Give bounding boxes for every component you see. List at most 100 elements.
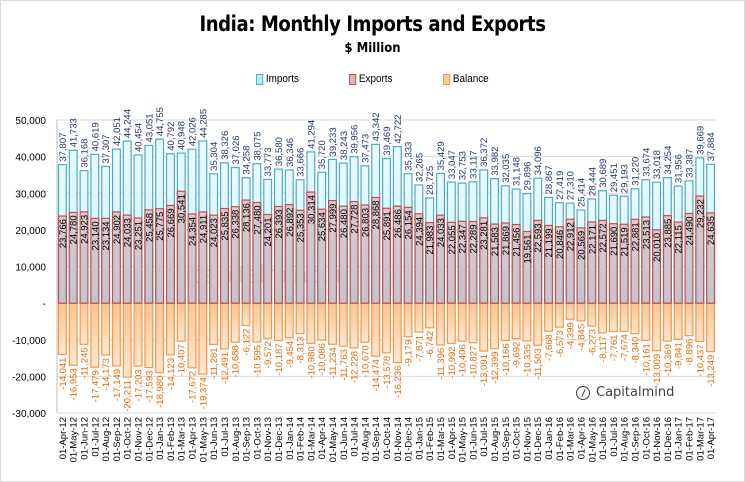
legend-label-imports: Imports [265, 73, 299, 85]
bar-exports [219, 207, 229, 304]
data-label-imports: 37,026 [231, 135, 242, 164]
bar-exports [522, 230, 532, 304]
data-label-imports: 44,285 [198, 109, 209, 138]
data-label-imports: 33,047 [447, 150, 458, 179]
x-tick-label: 01-Sep-15 [501, 417, 512, 461]
bar-exports [79, 211, 89, 304]
legend-swatch-exports [349, 73, 357, 85]
data-label-exports: 21,199 [544, 228, 555, 257]
bar-balance [111, 302, 121, 367]
data-label-exports: 25,891 [382, 211, 393, 240]
data-label-balance: -10,670 [360, 345, 371, 377]
x-tick-label: 01-Apr-17 [706, 417, 717, 459]
bar-exports [695, 195, 705, 304]
bar-balance [371, 302, 381, 357]
bar-balance [500, 302, 510, 341]
bar-balance [230, 302, 240, 343]
data-label-exports: 22,572 [598, 223, 609, 252]
data-label-balance: -10,407 [177, 344, 188, 376]
bar-balance [587, 302, 597, 327]
x-tick-label: 01-Jan-13 [155, 417, 166, 460]
bar-exports [338, 205, 348, 304]
legend-swatch-imports [256, 73, 264, 85]
bar-exports [446, 221, 456, 304]
x-tick-label: 01-Oct-12 [123, 417, 134, 459]
bar-exports [371, 196, 381, 304]
x-tick-label: 01-Apr-14 [317, 417, 328, 459]
x-tick-label: 01-May-13 [198, 417, 209, 462]
bar-exports [403, 206, 413, 304]
data-label-imports: 29,451 [609, 163, 620, 192]
data-label-imports: 39,669 [695, 126, 706, 155]
data-label-balance: -11,245 [80, 347, 91, 379]
data-label-exports: 25,634 [317, 212, 328, 241]
bar-balance [176, 302, 186, 342]
data-label-exports: 24,033 [436, 218, 447, 247]
data-label-exports: 26,486 [393, 209, 404, 238]
data-label-imports: 44,244 [123, 109, 134, 138]
data-label-imports: 40,948 [177, 121, 188, 150]
data-label-balance: -12,399 [490, 352, 501, 384]
bar-balance [284, 302, 294, 339]
data-label-balance: -13,249 [706, 355, 717, 387]
data-label-balance: -9,179 [404, 340, 415, 367]
data-label-balance: -13,091 [479, 354, 490, 386]
bar-balance [209, 302, 219, 346]
bar-exports [457, 220, 467, 304]
x-tick-label: 01-Mar-13 [177, 417, 188, 461]
data-label-imports: 43,051 [144, 113, 155, 142]
bar-balance [522, 302, 532, 342]
data-label-exports: 21,690 [609, 227, 620, 256]
x-tick-label: 01-Sep-13 [242, 417, 253, 461]
data-label-balance: -13,009 [652, 354, 663, 386]
bar-exports [306, 191, 316, 304]
x-tick-label: 01-Sep-14 [371, 417, 382, 461]
data-label-exports: 25,458 [144, 213, 155, 242]
bar-exports [554, 226, 564, 304]
bar-balance [619, 302, 629, 332]
x-tick-label: 01-Sep-16 [630, 417, 641, 461]
bar-exports [241, 199, 251, 304]
data-label-balance: -20,211 [123, 380, 134, 412]
data-label-balance: -7,674 [620, 334, 631, 361]
bar-balance [198, 302, 208, 375]
bar-balance [101, 302, 111, 356]
bar-exports [252, 201, 262, 304]
data-label-imports: 33,018 [652, 150, 663, 179]
data-label-imports: 32,753 [458, 151, 469, 180]
data-label-exports: 21,456 [512, 228, 523, 257]
x-tick-label: 01-Mar-15 [436, 417, 447, 461]
bar-balance [263, 302, 273, 339]
data-label-balance: -14,474 [371, 359, 382, 391]
data-label-imports: 36,372 [479, 138, 490, 167]
data-label-exports: 23,140 [90, 221, 101, 250]
data-label-exports: 20,569 [576, 231, 587, 260]
data-label-exports: 23,513 [641, 220, 652, 249]
x-tick-label: 01-May-14 [328, 417, 339, 462]
data-label-imports: 36,346 [285, 138, 296, 167]
data-label-exports: 27,480 [252, 205, 263, 234]
x-tick-label: 01-Mar-17 [695, 417, 706, 461]
data-label-exports: 28,868 [371, 200, 382, 229]
data-label-exports: 24,923 [80, 215, 91, 244]
x-tick-label: 01-Oct-13 [252, 417, 263, 459]
data-label-exports: 22,347 [458, 224, 469, 253]
data-label-imports: 40,454 [134, 123, 145, 152]
x-tick-label: 01-Nov-12 [134, 417, 145, 461]
data-label-balance: -10,595 [252, 345, 263, 377]
data-label-imports: 37,807 [58, 133, 69, 162]
bar-balance [706, 302, 716, 353]
bar-exports [101, 217, 111, 304]
x-tick-label: 01-Sep-12 [112, 417, 123, 461]
data-label-imports: 28,444 [587, 167, 598, 196]
x-tick-label: 01-Mar-14 [306, 417, 317, 461]
data-label-exports: 21,583 [490, 227, 501, 256]
x-tick-label: 01-Jun-12 [80, 417, 91, 460]
bar-balance [219, 302, 229, 350]
x-tick-label: 01-Oct-16 [641, 417, 652, 459]
data-label-imports: 42,051 [112, 117, 123, 146]
bar-balance [673, 302, 683, 340]
bar-exports [263, 213, 273, 304]
bar-exports [209, 214, 219, 304]
x-tick-label: 01-Nov-16 [652, 417, 663, 461]
